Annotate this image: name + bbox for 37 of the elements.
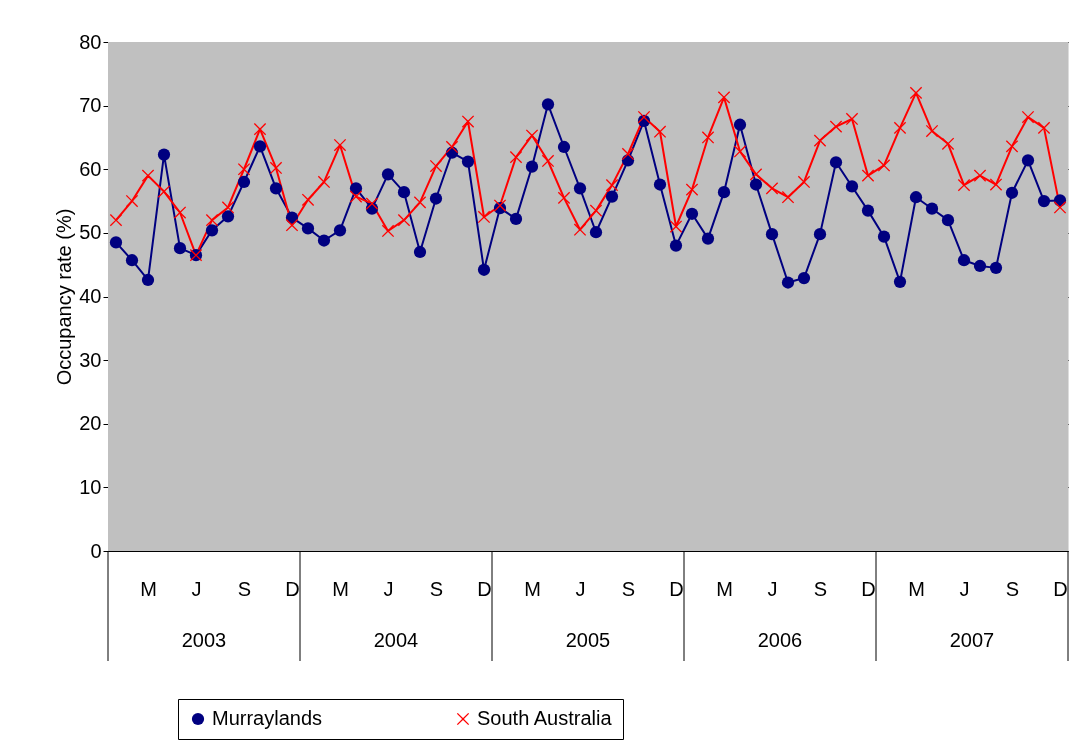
text: 2004 bbox=[373, 629, 419, 651]
text: 2007 bbox=[949, 629, 995, 651]
x-tick-label: S bbox=[621, 577, 636, 600]
x-tick-label: S bbox=[813, 577, 828, 600]
y-tick-label: 30 bbox=[79, 348, 102, 371]
x-tick-label: J bbox=[191, 577, 202, 600]
y-tick-label: 0 bbox=[90, 539, 102, 562]
x-tick-label: D bbox=[477, 577, 492, 600]
text: 2003 bbox=[181, 629, 227, 651]
y-tick-label: 80 bbox=[79, 30, 102, 53]
x-tick-label: S bbox=[429, 577, 444, 600]
x-tick-label: S bbox=[237, 577, 252, 600]
y-tick-label: 20 bbox=[79, 412, 102, 435]
y-tick-label: 70 bbox=[79, 94, 102, 117]
x-tick-label: M bbox=[332, 577, 349, 600]
y-tick-label: 10 bbox=[79, 475, 102, 498]
x-tick-label: S bbox=[1005, 577, 1020, 600]
x-tick-label: J bbox=[959, 577, 970, 600]
x-tick-label: D bbox=[1053, 577, 1068, 600]
x-tick-label: J bbox=[383, 577, 394, 600]
x-tick-label: D bbox=[669, 577, 684, 600]
x-tick-label: J bbox=[575, 577, 586, 600]
x-tick-label: J bbox=[767, 577, 778, 600]
x-tick-label: M bbox=[524, 577, 541, 600]
x-tick-label: M bbox=[140, 577, 157, 600]
y-tick-label: 40 bbox=[79, 285, 102, 307]
x-tick-label: M bbox=[716, 577, 733, 600]
legend-label: Murraylands bbox=[212, 707, 323, 729]
text: 2005 bbox=[565, 629, 611, 651]
y-axis-title: Occupancy rate (%) bbox=[53, 208, 76, 386]
y-tick-label: 50 bbox=[79, 221, 102, 244]
x-tick-label: D bbox=[285, 577, 300, 600]
x-tick-label: M bbox=[908, 577, 925, 600]
y-tick-label: 60 bbox=[79, 157, 102, 180]
text: 2006 bbox=[757, 629, 803, 651]
x-tick-label: D bbox=[861, 577, 876, 600]
legend-label: South Australia bbox=[477, 707, 613, 729]
